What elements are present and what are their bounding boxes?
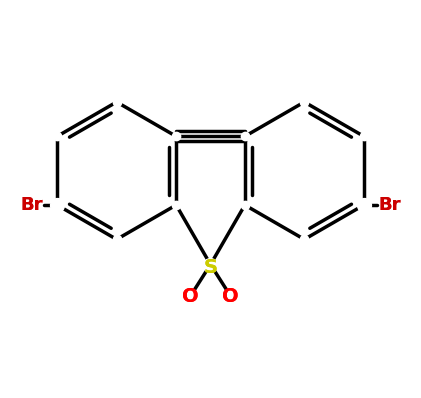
Text: S: S	[203, 258, 218, 277]
Text: S: S	[203, 258, 218, 277]
Text: O: O	[222, 287, 239, 306]
Text: O: O	[182, 287, 199, 306]
Text: O: O	[182, 287, 199, 306]
Text: Br: Br	[20, 196, 43, 214]
Text: Br: Br	[20, 196, 43, 214]
Text: Br: Br	[378, 196, 401, 214]
Text: O: O	[222, 287, 239, 306]
Text: Br: Br	[378, 196, 401, 214]
